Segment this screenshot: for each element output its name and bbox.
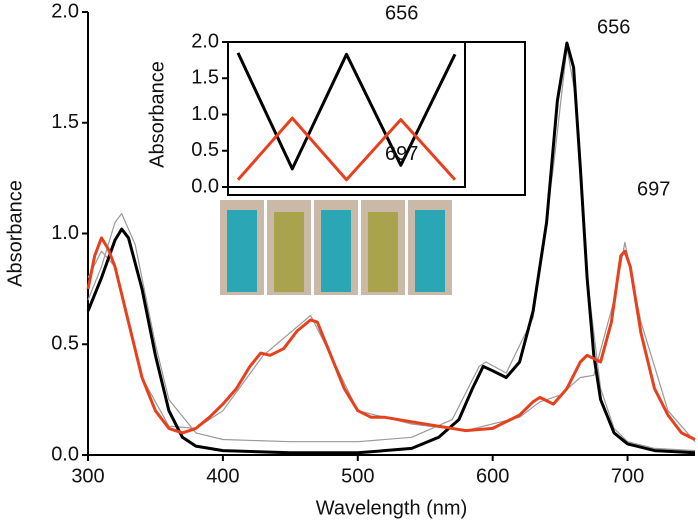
cuvette-solution <box>321 210 351 292</box>
cuvette-solution <box>227 210 257 292</box>
cuvettes <box>220 200 452 295</box>
x-tick-label: 400 <box>206 465 239 487</box>
series-line <box>86 41 696 455</box>
y-tick-label: 0.0 <box>51 443 79 465</box>
y-tick-label: 1.5 <box>51 111 79 133</box>
y-tick-label: 1.0 <box>191 103 219 125</box>
annotation: 697 <box>637 178 670 200</box>
x-tick-label: 700 <box>611 465 644 487</box>
series-line <box>236 52 457 171</box>
y-tick-label: 0.5 <box>51 333 79 355</box>
x-axis-label: Wavelength (nm) <box>316 497 468 519</box>
x-tick-label: 500 <box>341 465 374 487</box>
legend-label: 697 <box>385 143 418 165</box>
y-tick-label: 2.0 <box>191 30 219 52</box>
series-line <box>236 116 457 182</box>
y-tick-label: 2.0 <box>51 0 79 22</box>
y-tick-label: 1.5 <box>191 67 219 89</box>
annotation: 656 <box>597 16 630 38</box>
legend-label: 656 <box>385 3 418 25</box>
series-line <box>86 236 696 441</box>
x-tick-label: 600 <box>476 465 509 487</box>
y-tick-label: 1.0 <box>51 222 79 244</box>
cuvette-solution <box>274 212 304 292</box>
inset-frame <box>227 41 466 188</box>
y-axis-label: Absorbance <box>146 61 168 168</box>
y-axis-label: Absorbance <box>4 180 26 287</box>
y-tick-label: 0.5 <box>191 139 219 161</box>
y-tick-label: 0.0 <box>191 175 219 197</box>
cuvette-solution <box>368 212 398 292</box>
series-line <box>87 46 696 452</box>
x-tick-label: 300 <box>71 465 104 487</box>
cuvette-solution <box>415 210 445 292</box>
